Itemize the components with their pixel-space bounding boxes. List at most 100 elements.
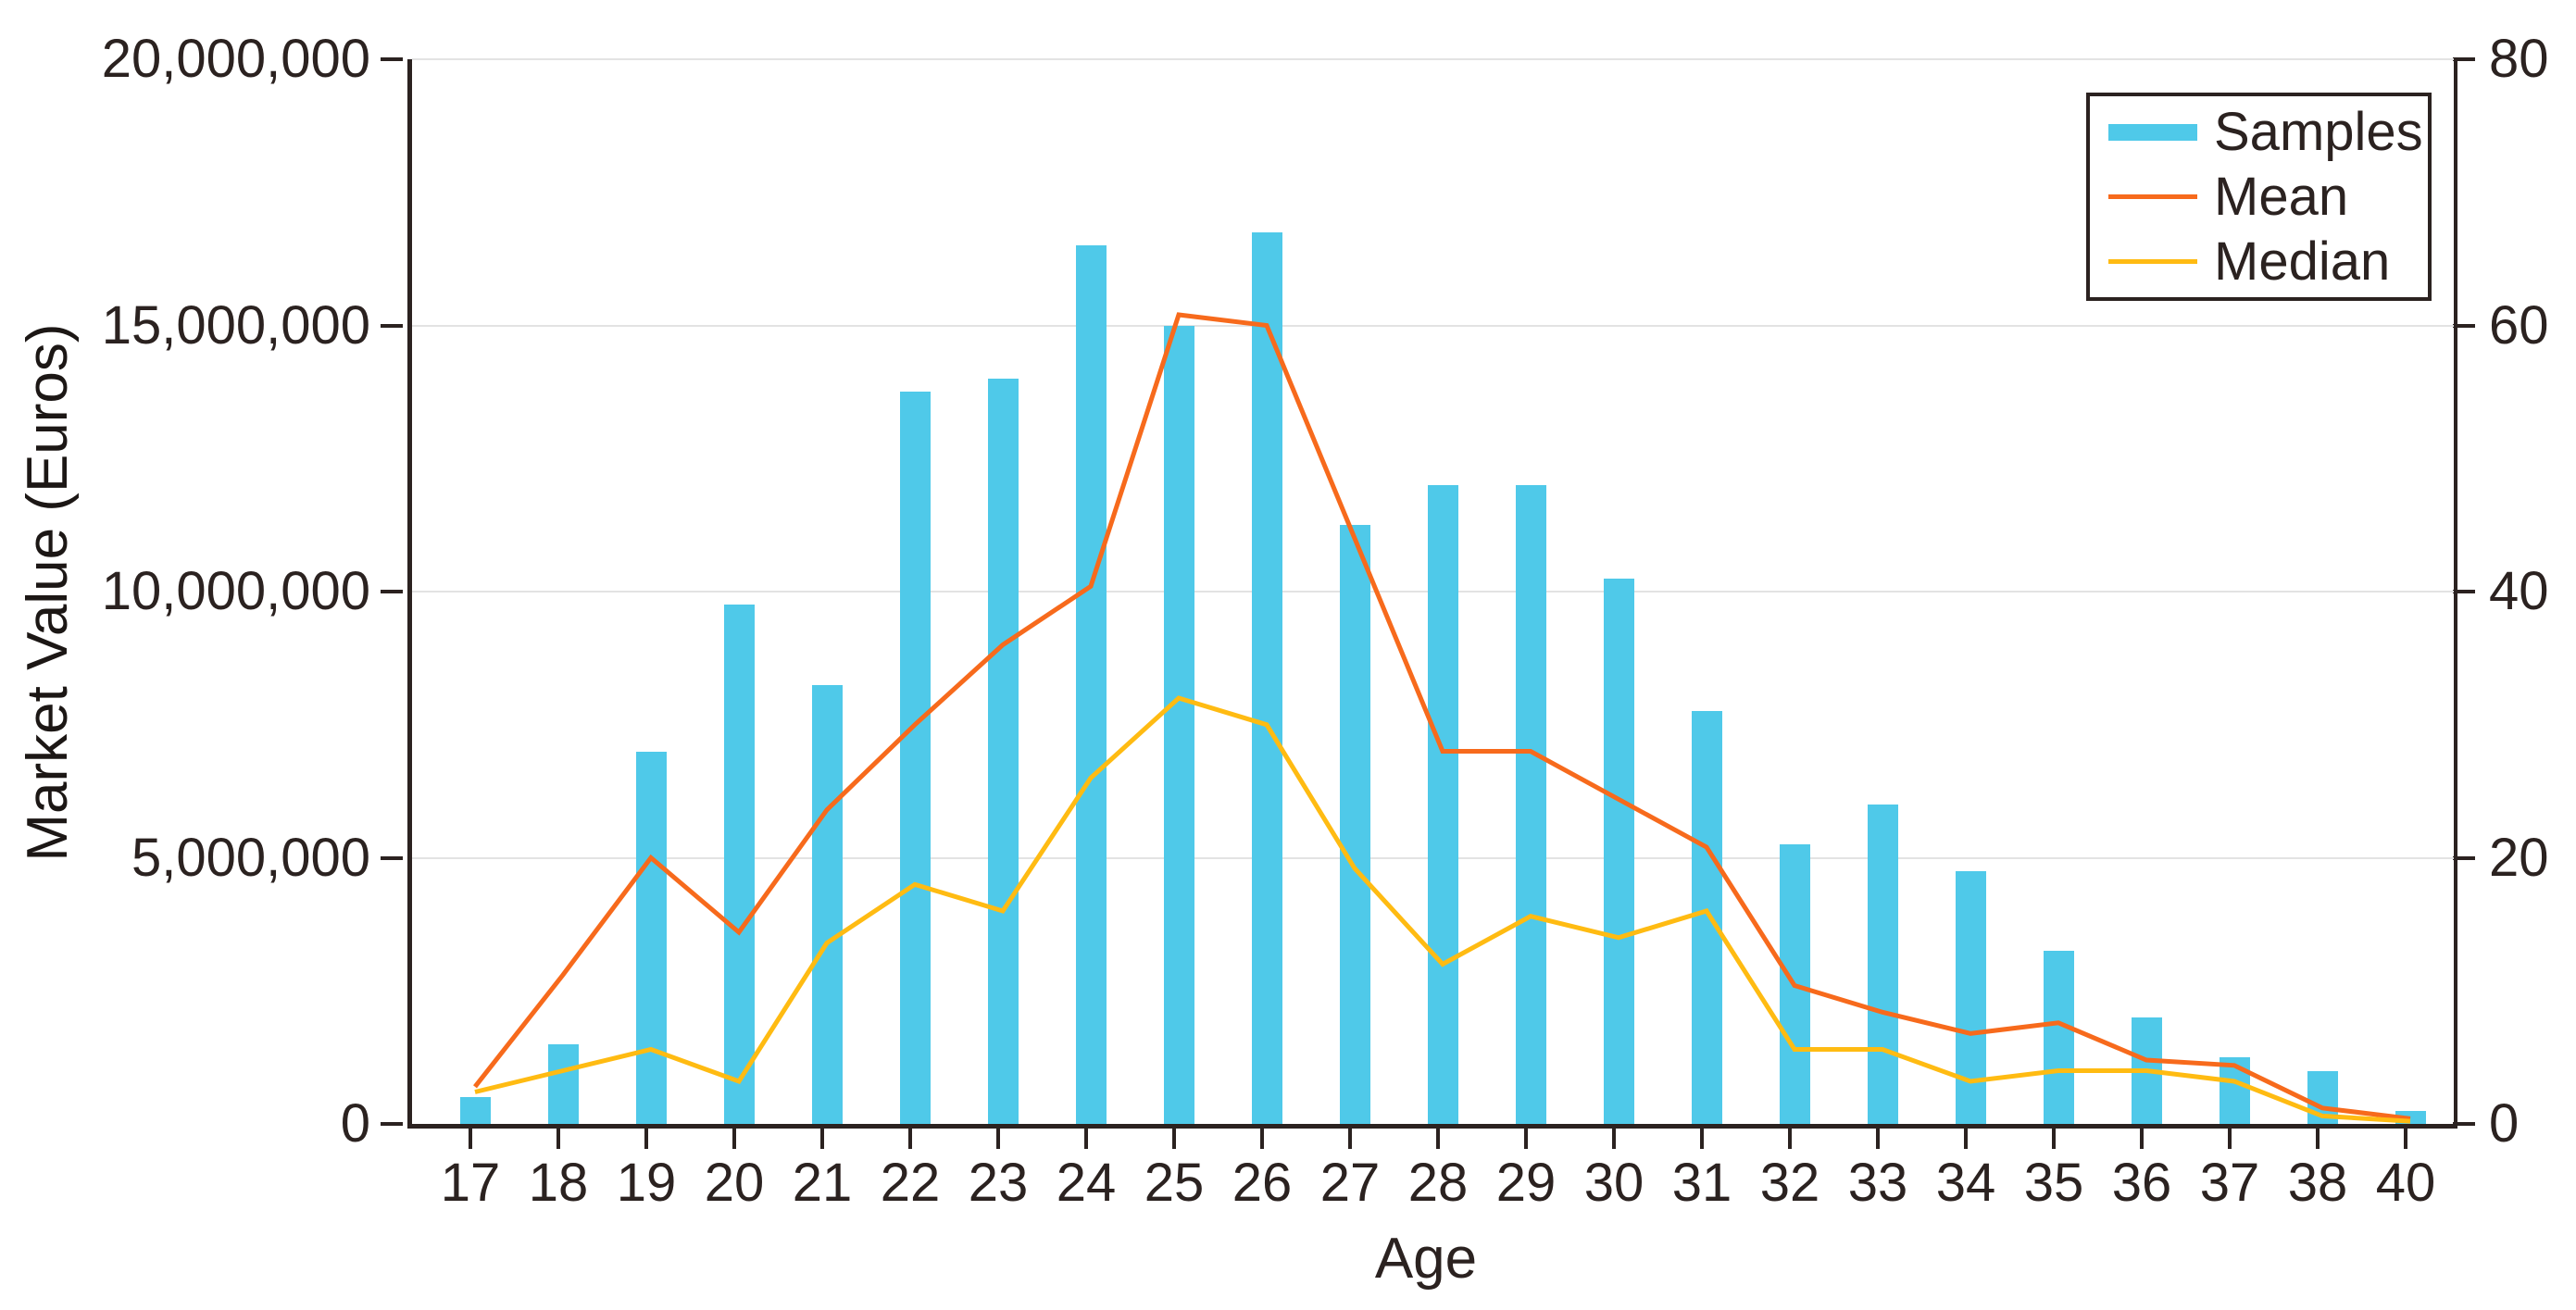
mean-line [473,312,2411,1121]
left-tickmark-5,000,000 [381,855,403,860]
bar-age-25 [1163,325,1194,1124]
legend-item-mean: Mean [2108,167,2428,227]
left-tickmark-10,000,000 [381,590,403,593]
y-tick-label-left: 10,000,000 [101,561,370,621]
left-tickmark-0 [381,1122,403,1126]
x-tickmark-28 [1436,1129,1440,1149]
legend-label: Mean [2214,167,2349,227]
x-tick-label: 26 [1232,1153,1293,1213]
x-tickmark-19 [644,1129,648,1149]
bar-age-21 [811,684,843,1124]
x-tick-label: 36 [2111,1153,2172,1213]
x-tick-label: 27 [1319,1153,1381,1213]
x-tick-label: 30 [1583,1153,1644,1213]
x-tick-label: 19 [616,1153,677,1213]
x-tickmark-25 [1172,1129,1176,1149]
x-tickmark-24 [1084,1129,1088,1149]
right-tickmark-60 [2453,323,2475,328]
y-tick-label-right: 0 [2489,1093,2520,1154]
samples-swatch-icon [2108,123,2197,141]
x-tickmark-38 [2316,1129,2320,1149]
x-tickmark-18 [556,1129,560,1149]
x-tickmark-36 [2140,1129,2144,1149]
bar-age-20 [723,605,755,1124]
bar-age-33 [1867,805,1898,1124]
mean-swatch-icon [2108,194,2197,199]
left-tickmark-15,000,000 [381,323,403,328]
x-tick-label: 34 [1935,1153,1996,1213]
bar-age-18 [547,1043,579,1124]
y-tick-label-right: 20 [2489,827,2549,888]
bar-age-28 [1427,485,1458,1124]
x-tick-label: 21 [792,1153,853,1213]
y-tick-label-right: 60 [2489,294,2549,356]
bar-age-24 [1075,245,1107,1124]
x-tick-label: 31 [1671,1153,1732,1213]
y-tick-label-right: 40 [2489,561,2549,621]
x-tick-label: 18 [528,1153,589,1213]
legend-label: Samples [2214,102,2423,162]
right-tickmark-0 [2453,1122,2475,1126]
x-tickmark-27 [1348,1129,1352,1149]
bar-age-23 [987,379,1019,1124]
x-tickmark-29 [1524,1129,1528,1149]
y-tick-label-left: 0 [340,1093,370,1154]
bar-age-31 [1691,711,1722,1124]
bar-age-22 [899,392,931,1124]
x-tickmark-23 [996,1129,1000,1149]
x-tick-label: 28 [1407,1153,1469,1213]
x-tick-label: 32 [1759,1153,1820,1213]
x-tick-label: 29 [1495,1153,1557,1213]
bar-age-35 [2043,951,2074,1124]
x-tick-label: 38 [2287,1153,2348,1213]
median-swatch-icon [2108,259,2197,264]
x-axis-title: Age [1374,1227,1478,1291]
bar-age-26 [1251,231,1282,1124]
x-tickmark-40 [2404,1129,2407,1149]
right-tickmark-80 [2453,57,2475,61]
x-tickmark-21 [820,1129,824,1149]
legend: Samples Mean Median [2086,93,2432,301]
x-tick-label: 20 [704,1153,765,1213]
x-tick-label: 17 [440,1153,501,1213]
x-tick-label: 33 [1847,1153,1908,1213]
bar-age-19 [635,751,667,1124]
x-tickmark-31 [1700,1129,1704,1149]
bar-age-29 [1515,485,1546,1124]
x-tickmark-37 [2228,1129,2232,1149]
x-tick-label: 37 [2199,1153,2260,1213]
x-tick-label: 40 [2375,1153,2436,1213]
x-tick-label: 35 [2023,1153,2084,1213]
median-line [474,695,2411,1124]
right-tickmark-40 [2453,590,2475,593]
y-tick-label-left: 15,000,000 [101,294,370,356]
x-tickmark-35 [2052,1129,2056,1149]
x-tickmark-17 [469,1129,472,1149]
x-tickmark-30 [1612,1129,1616,1149]
x-tickmark-33 [1876,1129,1880,1149]
x-tickmark-20 [732,1129,736,1149]
gridline-20,000,000 [412,58,2454,60]
x-tick-label: 24 [1056,1153,1117,1213]
x-tickmark-34 [1964,1129,1968,1149]
plot-area [407,58,2457,1129]
y-tick-label-left: 20,000,000 [101,29,370,89]
x-tick-label: 22 [880,1153,941,1213]
legend-label: Median [2214,231,2391,292]
y-tick-label-right: 80 [2489,29,2549,89]
legend-item-median: Median [2108,231,2428,292]
x-tickmark-22 [908,1129,912,1149]
x-tick-label: 25 [1144,1153,1205,1213]
x-tickmark-26 [1260,1129,1264,1149]
bar-age-27 [1339,525,1370,1124]
bar-age-30 [1603,578,1634,1124]
right-tickmark-20 [2453,855,2475,860]
left-tickmark-20,000,000 [381,57,403,61]
gridline-15,000,000 [412,324,2454,327]
line-layer [473,312,2411,1124]
legend-item-samples: Samples [2108,102,2428,162]
y-tick-label-left: 5,000,000 [131,827,370,888]
bar-age-17 [459,1097,491,1124]
x-tick-label: 23 [968,1153,1029,1213]
